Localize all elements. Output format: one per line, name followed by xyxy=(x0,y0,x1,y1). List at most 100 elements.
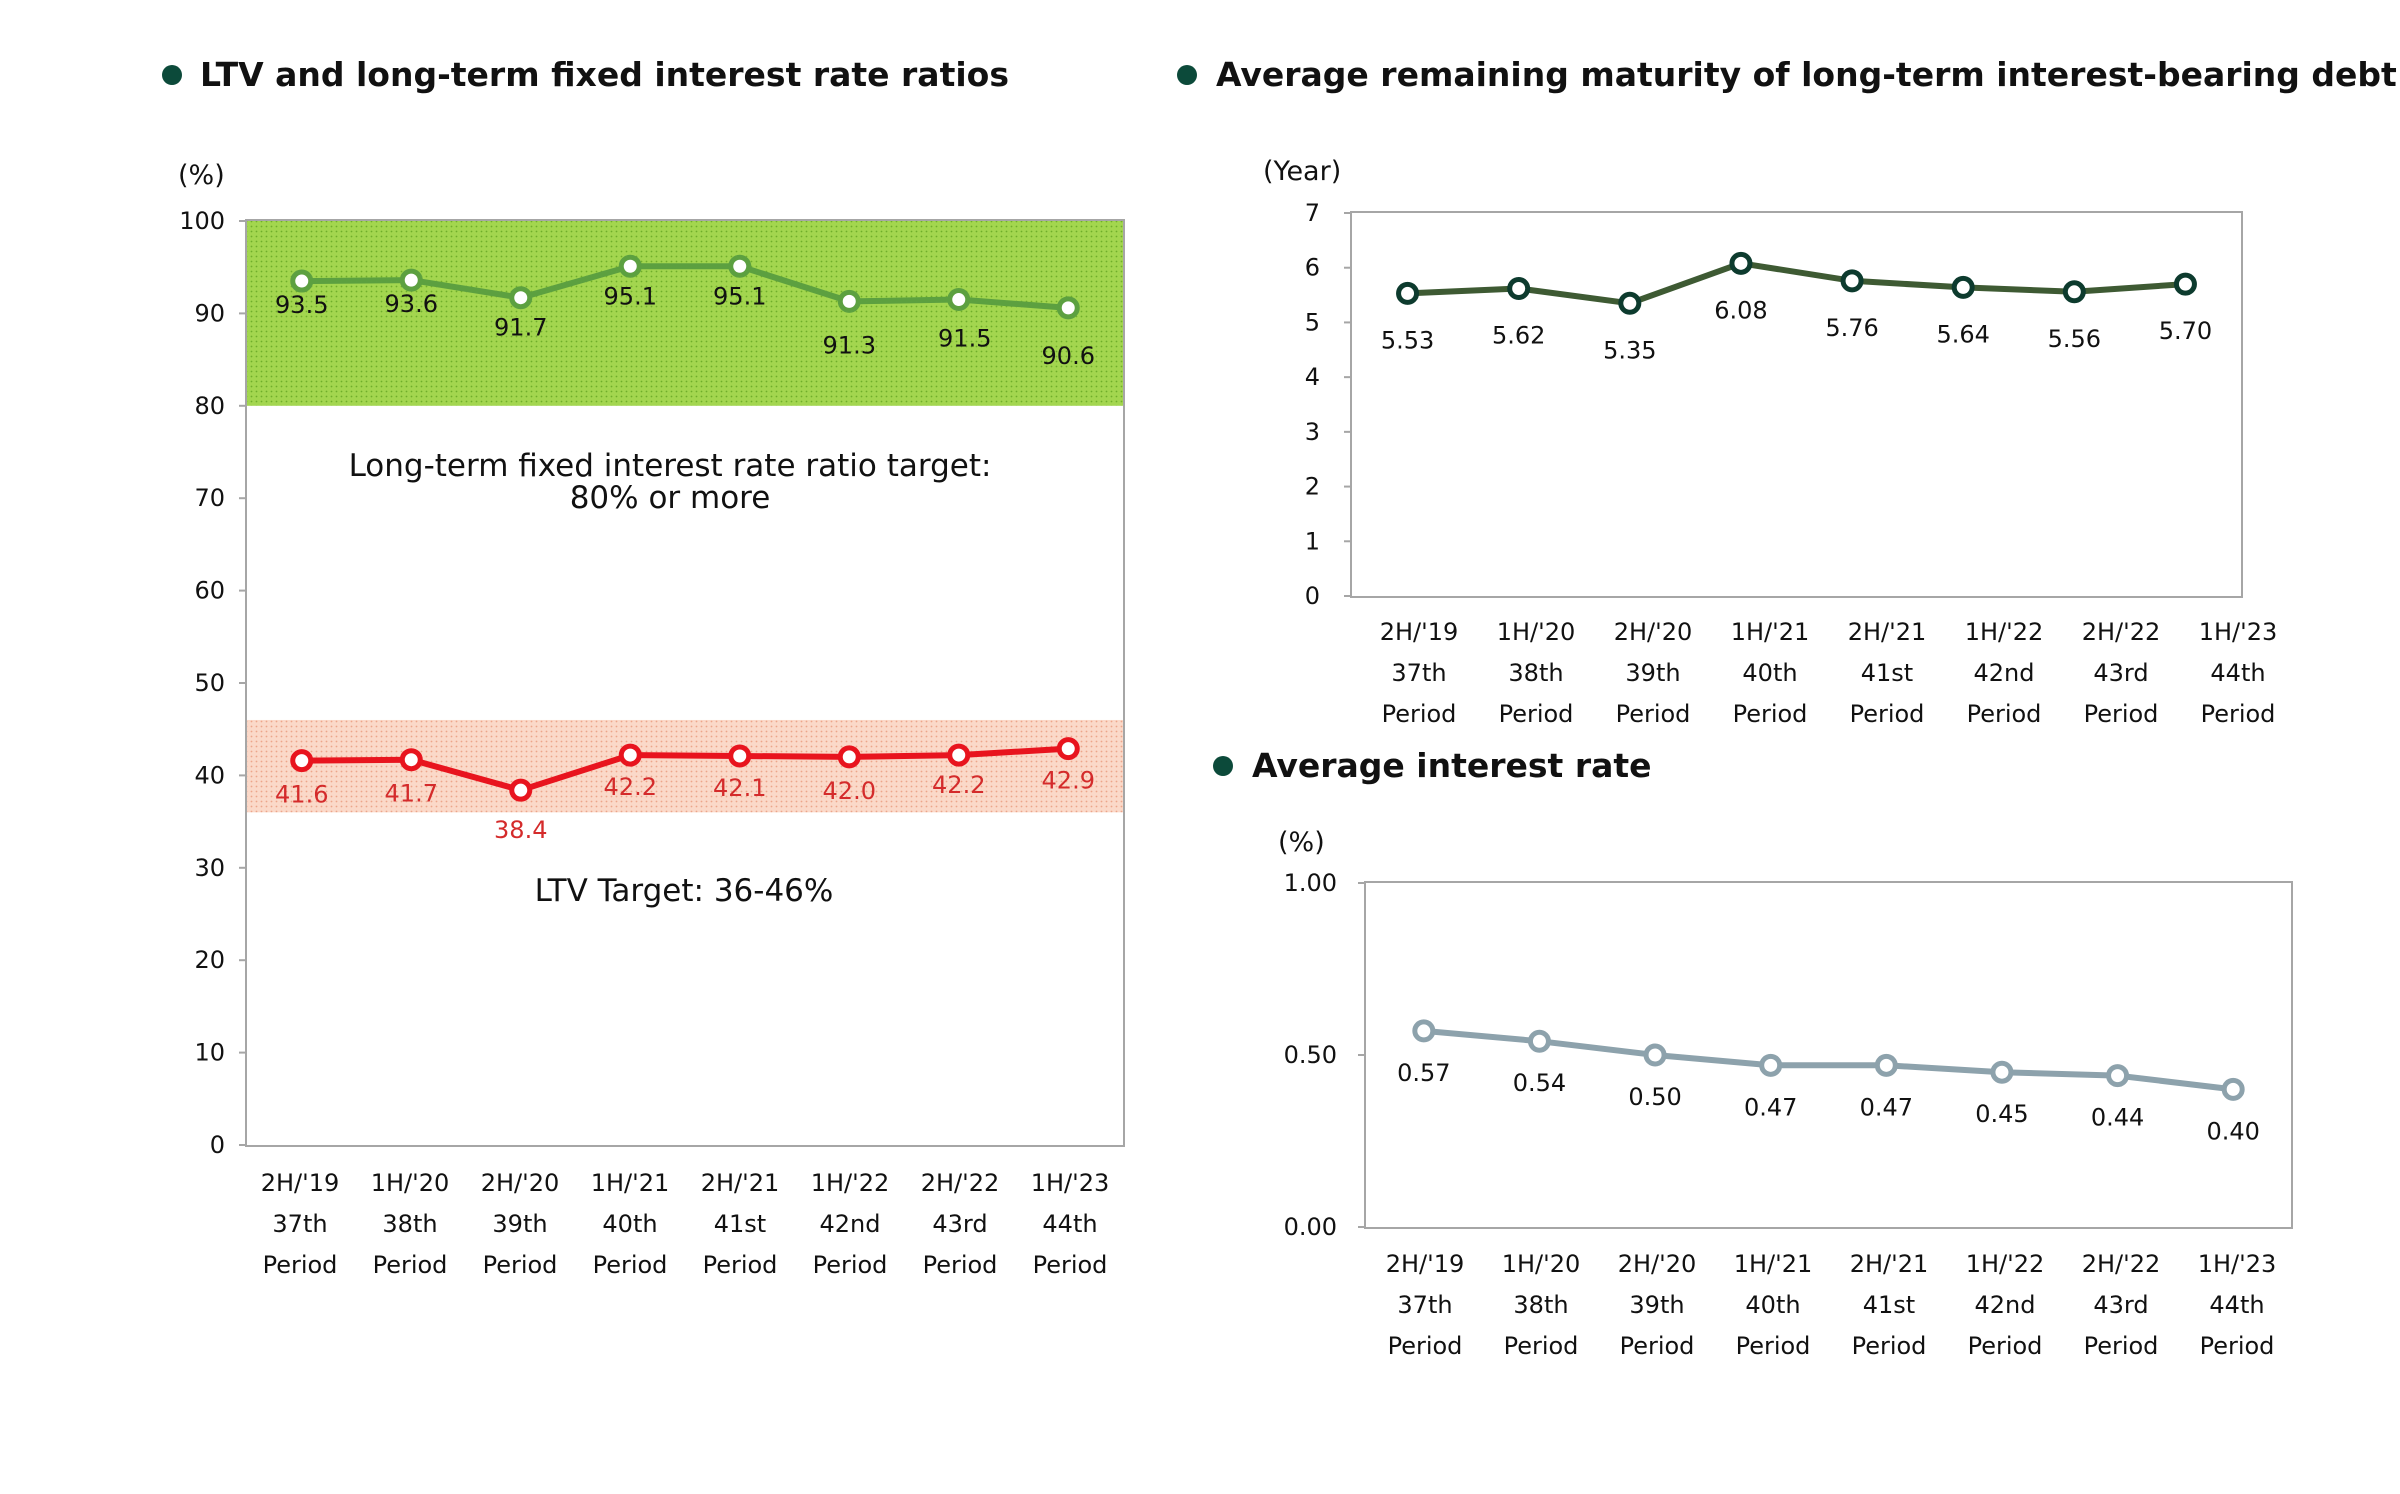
x-category-label: 42nd xyxy=(1975,1291,2036,1319)
maturity-y-axis: 0 1 2 3 4 5 6 7 xyxy=(1305,199,1352,610)
maturity-chart-title: Average remaining maturity of long-term … xyxy=(1216,55,2397,94)
data-point xyxy=(1396,281,1420,305)
x-category-label: Period xyxy=(1620,1332,1695,1360)
data-point xyxy=(1412,1019,1436,1043)
data-label: 42.0 xyxy=(823,777,876,805)
data-label: 42.2 xyxy=(932,771,985,799)
x-category-label: Period xyxy=(2084,1332,2159,1360)
data-label: 41.7 xyxy=(385,780,438,808)
x-category-label: Period xyxy=(813,1251,888,1279)
x-category-label: 39th xyxy=(1629,1291,1684,1319)
data-label: 93.5 xyxy=(275,291,328,319)
series-line xyxy=(1407,260,2186,307)
x-category-label: 1H/'22 xyxy=(1965,618,2044,646)
data-label: 0.47 xyxy=(1860,1093,1913,1121)
y-tick-label: 0.50 xyxy=(1284,1041,1337,1069)
data-label: 41.6 xyxy=(275,781,328,809)
maturity-plot-frame xyxy=(1350,211,2243,598)
data-point xyxy=(1507,277,1531,301)
x-category-label: 2H/'22 xyxy=(921,1169,1000,1197)
maturity-title-bullet xyxy=(1177,65,1197,85)
x-category-label: Period xyxy=(1733,700,1808,728)
x-category-label: 2H/'20 xyxy=(481,1169,560,1197)
fixed-rate-target-note-line2: 80% or more xyxy=(570,480,771,516)
x-category-label: 1H/'20 xyxy=(1497,618,1576,646)
data-label: 91.3 xyxy=(823,331,876,359)
interest-rate-plot-frame xyxy=(1364,881,2293,1229)
y-tick-label: 4 xyxy=(1305,363,1320,391)
data-label: 5.53 xyxy=(1381,326,1434,354)
y-tick-label: 90 xyxy=(194,299,225,327)
x-category-label: 1H/'23 xyxy=(2198,1250,2277,1278)
data-point xyxy=(618,743,642,767)
x-category-label: 40th xyxy=(1745,1291,1800,1319)
data-label: 0.45 xyxy=(1975,1100,2028,1128)
y-tick-label: 100 xyxy=(179,207,225,235)
x-category-label: Period xyxy=(483,1251,558,1279)
data-label: 5.62 xyxy=(1492,322,1545,350)
x-category-label: Period xyxy=(1499,700,1574,728)
data-label: 42.2 xyxy=(604,773,657,801)
x-category-label: Period xyxy=(2084,700,2159,728)
x-category-label: 39th xyxy=(492,1210,547,1238)
x-category-label: 44th xyxy=(2210,659,2265,687)
x-category-label: 37th xyxy=(1391,659,1446,687)
x-category-label: Period xyxy=(1504,1332,1579,1360)
x-category-label: 38th xyxy=(1508,659,1563,687)
x-category-label: 2H/'21 xyxy=(1848,618,1927,646)
data-point xyxy=(1840,269,1864,293)
x-category-label: 2H/'19 xyxy=(1380,618,1459,646)
data-label: 42.9 xyxy=(1042,767,1095,795)
data-point xyxy=(1618,291,1642,315)
data-point xyxy=(947,288,971,312)
y-tick-label: 70 xyxy=(194,484,225,512)
data-point xyxy=(618,254,642,278)
x-category-label: 44th xyxy=(1042,1210,1097,1238)
x-category-label: Period xyxy=(2201,700,2276,728)
x-category-label: 1H/'23 xyxy=(1031,1169,1110,1197)
x-category-label: 38th xyxy=(382,1210,437,1238)
x-category-label: Period xyxy=(1388,1332,1463,1360)
x-category-label: 40th xyxy=(602,1210,657,1238)
data-point xyxy=(728,254,752,278)
data-label: 93.6 xyxy=(385,290,438,318)
series-line xyxy=(301,745,1069,794)
data-label: 5.56 xyxy=(2048,325,2101,353)
y-tick-label: 1.00 xyxy=(1284,869,1337,897)
x-category-label: 43rd xyxy=(932,1210,987,1238)
data-point xyxy=(837,745,861,769)
x-category-label: 1H/'22 xyxy=(811,1169,890,1197)
data-label: 95.1 xyxy=(604,282,657,310)
x-category-label: 2H/'22 xyxy=(2082,618,2161,646)
x-category-label: 2H/'19 xyxy=(1386,1250,1465,1278)
x-category-label: 38th xyxy=(1513,1291,1568,1319)
ltv-y-axis: 0 10 20 30 40 50 60 70 80 90 100 xyxy=(179,207,247,1159)
data-label: 5.76 xyxy=(1825,314,1878,342)
x-category-label: 41st xyxy=(1863,1291,1915,1319)
ltv-y-unit: (%) xyxy=(178,160,225,191)
data-label: 5.64 xyxy=(1936,320,1989,348)
y-tick-label: 30 xyxy=(194,854,225,882)
data-point xyxy=(290,749,314,773)
data-point xyxy=(837,289,861,313)
y-tick-label: 5 xyxy=(1305,308,1320,336)
data-label: 90.6 xyxy=(1042,342,1095,370)
ltv-x-axis: 2H/'19 37th Period 1H/'20 38th Period 2H/'20 39… xyxy=(261,1169,1110,1279)
data-point xyxy=(399,748,423,772)
y-tick-label: 2 xyxy=(1305,473,1320,501)
data-label: 0.44 xyxy=(2091,1104,2144,1132)
data-point xyxy=(1759,1053,1783,1077)
x-category-label: Period xyxy=(1382,700,1457,728)
data-point xyxy=(728,744,752,768)
data-point xyxy=(947,743,971,767)
y-tick-label: 40 xyxy=(194,761,225,789)
data-label: 5.35 xyxy=(1603,336,1656,364)
data-point xyxy=(1951,275,1975,299)
x-category-label: 1H/'21 xyxy=(1734,1250,1813,1278)
maturity-chart: Average remaining maturity of long-term … xyxy=(1177,55,2397,728)
data-label: 0.47 xyxy=(1744,1093,1797,1121)
x-category-label: 1H/'20 xyxy=(1502,1250,1581,1278)
interest-rate-title-bullet xyxy=(1213,756,1233,776)
interest-rate-y-unit: (%) xyxy=(1278,827,1325,858)
data-point xyxy=(290,269,314,293)
